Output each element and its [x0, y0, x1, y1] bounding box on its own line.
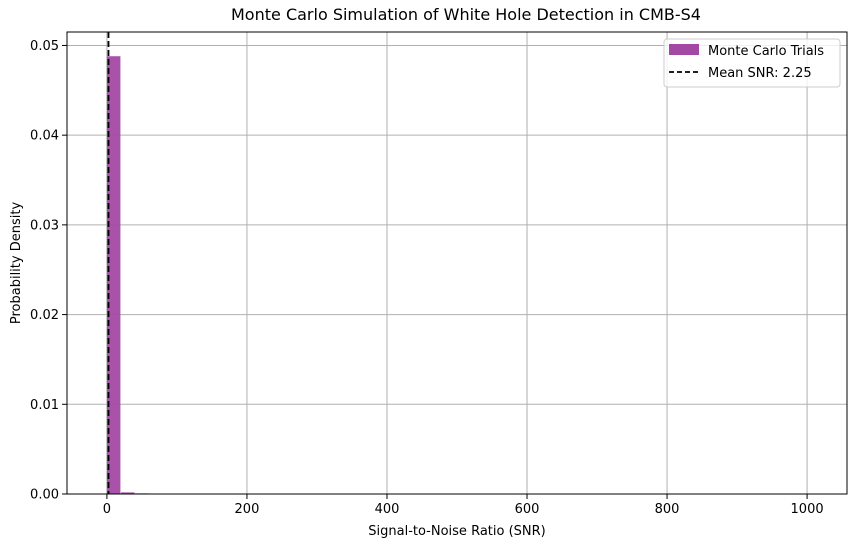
y-axis-ticks: 0.00 0.01 0.02 0.03 0.04 0.05 — [30, 39, 67, 503]
legend-label-mean-snr: Mean SNR: 2.25 — [708, 66, 812, 81]
histogram-bar — [106, 56, 121, 494]
histogram-bars — [106, 56, 177, 495]
x-axis-label: Signal-to-Noise Ratio (SNR) — [368, 524, 545, 539]
y-tick-label: 0.01 — [30, 398, 59, 413]
legend-box — [663, 38, 841, 88]
y-tick-label: 0.00 — [30, 488, 59, 503]
y-tick-label: 0.02 — [30, 308, 59, 323]
grid-lines — [67, 32, 847, 495]
x-tick-label: 1000 — [791, 502, 824, 517]
histogram-bar — [120, 492, 135, 494]
x-tick-label: 400 — [375, 502, 400, 517]
chart-title: Monte Carlo Simulation of White Hole Det… — [231, 5, 701, 24]
y-tick-label: 0.03 — [30, 218, 59, 233]
legend-label-monte-carlo: Monte Carlo Trials — [708, 44, 824, 59]
y-tick-label: 0.05 — [30, 39, 59, 54]
plot-frame — [66, 31, 848, 495]
legend: Monte Carlo Trials Mean SNR: 2.25 — [663, 38, 841, 88]
x-tick-label: 0 — [103, 502, 111, 517]
x-axis-ticks: 0 200 400 600 800 1000 — [103, 494, 824, 517]
legend-swatch-monte-carlo — [669, 44, 699, 55]
x-tick-label: 600 — [515, 502, 540, 517]
x-tick-label: 800 — [655, 502, 680, 517]
y-tick-label: 0.04 — [30, 129, 59, 144]
y-axis-label: Probability Density — [9, 202, 24, 325]
x-tick-label: 200 — [235, 502, 260, 517]
